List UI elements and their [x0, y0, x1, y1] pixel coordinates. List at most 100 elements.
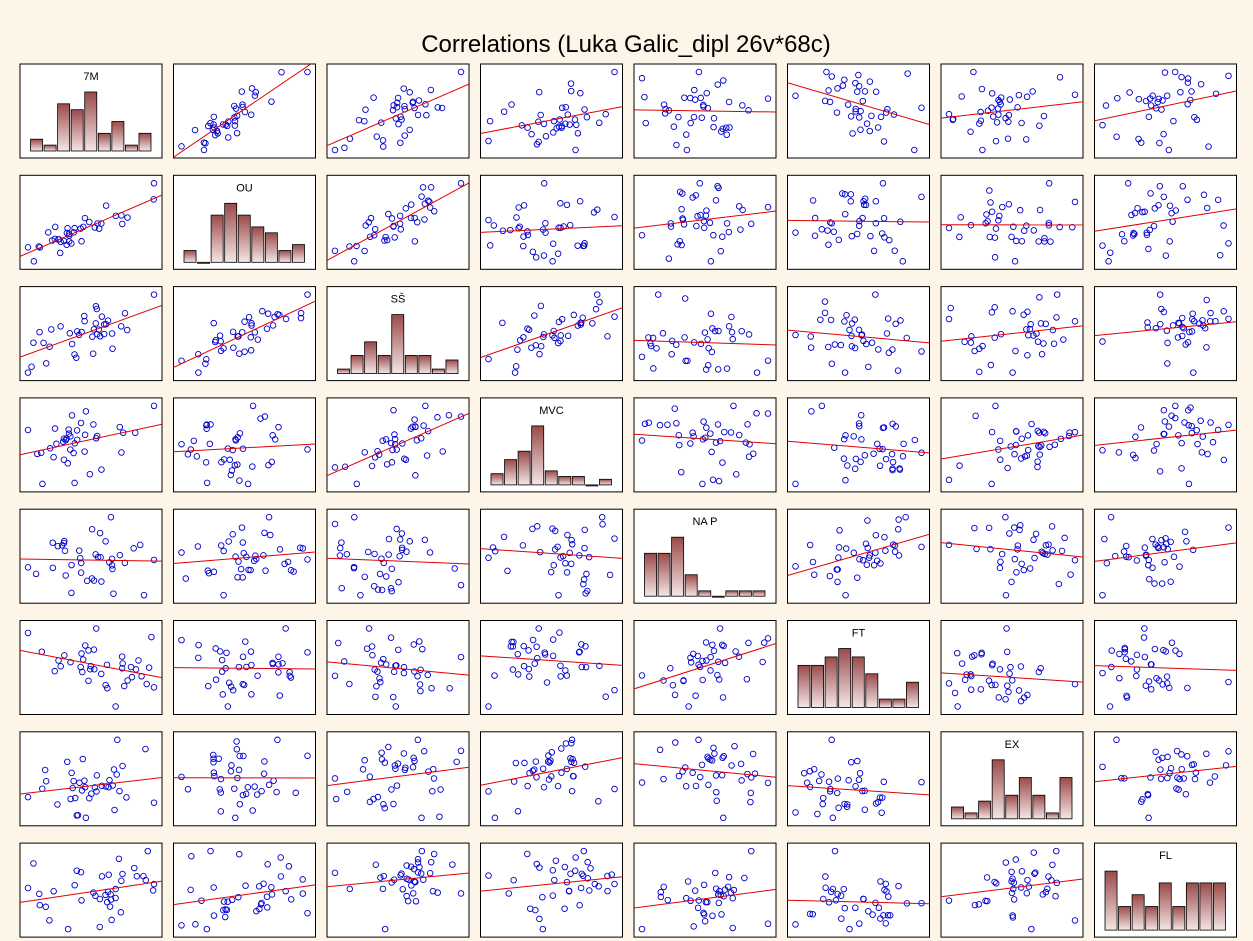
scatter-point [437, 786, 444, 793]
scatter-point [240, 752, 247, 760]
scatter-point [709, 912, 716, 920]
scatter-point [414, 111, 422, 119]
scatter-point [71, 351, 78, 358]
scatter-point [1146, 95, 1154, 102]
scatter-point [249, 807, 256, 814]
scatter-point [660, 883, 667, 891]
scatter-point [211, 338, 219, 346]
scatter-point [261, 529, 268, 537]
scatter-point [429, 788, 436, 795]
scatter-point [792, 229, 799, 236]
scatter-point [1160, 130, 1167, 138]
scatter-point [516, 337, 524, 344]
scatter-point [385, 551, 392, 558]
scatter-point [894, 526, 902, 533]
scatter-point [383, 461, 391, 468]
scatter-point [1005, 111, 1013, 119]
scatter-point [678, 206, 685, 213]
scatter-point [87, 665, 94, 673]
scatter-point [51, 223, 59, 231]
scatter-point [1146, 226, 1154, 234]
scatter-point [668, 350, 675, 358]
scatter-point [457, 653, 465, 661]
scatter-point [847, 198, 854, 205]
scatter-point [244, 784, 252, 791]
scatter-point [826, 219, 834, 226]
scatter-point [1066, 429, 1073, 436]
scatter-point [150, 799, 158, 806]
scatter-point [217, 808, 225, 815]
scatter-point [1036, 429, 1043, 436]
scatter-point [387, 634, 395, 641]
scatter-point [967, 686, 975, 693]
scatter-point [556, 116, 563, 123]
scatter-point [568, 736, 576, 744]
scatter-point [102, 681, 109, 689]
scatter-point [828, 736, 835, 744]
scatter-point [881, 234, 888, 241]
scatter-point [1037, 320, 1045, 327]
scatter-point [749, 750, 757, 758]
scatter-point [576, 648, 583, 655]
scatter-point [546, 759, 553, 766]
scatter-point [520, 202, 528, 209]
scatter-point [697, 340, 705, 348]
scatter-point [835, 804, 842, 812]
scatter-point [716, 437, 724, 445]
scatter-point [1029, 88, 1036, 95]
scatter-point [331, 520, 339, 528]
scatter-point [206, 440, 214, 448]
scatter-point [1167, 765, 1175, 772]
histogram-bar [811, 664, 825, 708]
scatter-point [439, 448, 446, 455]
scatter-point [248, 320, 255, 327]
scatter-point [537, 302, 545, 310]
scatter-point [1017, 521, 1024, 529]
scatter-point [514, 808, 522, 815]
scatter-point [855, 326, 863, 334]
scatter-point [680, 677, 687, 684]
scatter-point [145, 664, 153, 671]
scatter-point [896, 466, 904, 473]
scatter-point [1010, 223, 1017, 230]
scatter-point [421, 216, 428, 223]
scatter-point [380, 143, 387, 150]
scatter-point [113, 771, 120, 778]
scatter-point [70, 777, 77, 785]
scatter-point [252, 555, 260, 563]
scatter-point [378, 586, 386, 594]
panel-6-1 [19, 620, 163, 715]
scatter-point [24, 629, 32, 637]
scatter-point [236, 800, 244, 808]
scatter-point [1056, 223, 1063, 231]
scatter-point [287, 896, 295, 903]
fit-line [327, 182, 469, 261]
scatter-point [1012, 237, 1020, 245]
scatter-point [1194, 440, 1201, 448]
scatter-point [611, 68, 618, 76]
scatter-point [1048, 523, 1056, 530]
scatter-point [596, 119, 603, 127]
scatter-point [988, 309, 996, 316]
scatter-point [638, 74, 646, 82]
fit-line [1094, 665, 1237, 671]
scatter-point [879, 180, 887, 187]
scatter-point [1190, 761, 1197, 768]
scatter-point [232, 436, 239, 443]
scatter-point [178, 143, 185, 150]
histogram-bar [124, 144, 138, 152]
histogram-bar [558, 476, 572, 486]
panel-frame [326, 63, 470, 159]
scatter-point [204, 567, 212, 574]
scatter-point [195, 641, 202, 649]
scatter-point [718, 641, 726, 649]
scatter-point [568, 541, 576, 548]
scatter-point [1011, 555, 1019, 563]
scatter-point [721, 428, 728, 436]
fit-line [20, 649, 162, 679]
scatter-point [701, 329, 709, 336]
scatter-point [369, 651, 376, 659]
scatter-point [244, 480, 252, 488]
scatter-point [392, 765, 399, 772]
scatter-point [1193, 116, 1201, 124]
